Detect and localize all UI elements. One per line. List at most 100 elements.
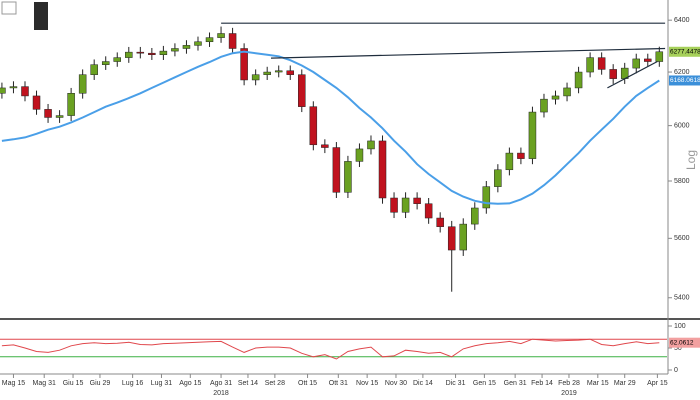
x-tick-label: Nov 15	[356, 380, 378, 387]
x-tick-label: Giu 15	[63, 380, 84, 387]
candle-body	[644, 58, 652, 62]
candle-body	[55, 115, 64, 118]
y-tick-label: 0	[674, 367, 678, 374]
candle-body	[632, 58, 640, 69]
y-tick-label: 5600	[674, 235, 690, 242]
candle-body	[9, 86, 18, 89]
candle-body	[609, 69, 617, 79]
candle-body	[78, 74, 87, 94]
scale-label: Log	[684, 150, 698, 170]
x-tick-label: Dic 14	[413, 380, 433, 387]
x-tick-label: Ago 15	[179, 380, 201, 387]
candle-body	[551, 95, 560, 100]
candle-body	[148, 52, 156, 55]
candle-body	[482, 186, 491, 209]
candle-body	[182, 45, 191, 49]
candle-body	[459, 223, 467, 251]
candle-body	[251, 74, 260, 81]
menu-icon[interactable]	[1, 1, 17, 15]
candle-body	[390, 197, 398, 213]
x-tick-label: Giu 29	[90, 380, 111, 387]
candle-body	[367, 140, 375, 150]
candle-body	[194, 41, 202, 46]
candle-body	[517, 152, 525, 159]
candle-body	[574, 71, 583, 89]
price-tag-bg	[669, 46, 700, 57]
x-tick-label: Ott 31	[329, 380, 348, 387]
price-tag: 62.0612	[670, 339, 694, 346]
candle-body	[159, 50, 168, 55]
candle-body	[21, 86, 29, 97]
candle-body	[136, 51, 145, 54]
x-tick-label: Mar 29	[614, 380, 636, 387]
candle-body	[286, 70, 295, 75]
x-tick-label: Ago 31	[210, 380, 232, 387]
candle-body	[494, 169, 502, 187]
candle-body	[505, 152, 514, 171]
candle-body	[32, 95, 41, 110]
x-tick-label: Set 14	[238, 380, 258, 387]
candle-body	[344, 161, 352, 193]
y-tick-label: 6200	[674, 69, 690, 76]
candle-body	[540, 98, 548, 113]
candle-body	[125, 51, 133, 58]
y-tick-label: 5400	[674, 295, 690, 302]
y-tick-label: 100	[674, 323, 686, 330]
x-tick-label: Mag 15	[2, 380, 25, 387]
price-tag: 6277.4478	[670, 48, 700, 55]
candle-body	[217, 33, 225, 38]
candle-body	[655, 51, 664, 62]
candle-body	[424, 203, 433, 219]
candle-body	[101, 61, 110, 65]
candle-body	[563, 87, 571, 97]
candle-body	[401, 197, 410, 213]
price-tag-bg	[669, 337, 700, 348]
x-tick-label: Dic 31	[446, 380, 466, 387]
candle-body	[436, 217, 444, 227]
x-tick-label: Nov 30	[385, 380, 407, 387]
candle-body	[586, 57, 594, 73]
trendline	[607, 60, 658, 89]
x-tick-label: Set 28	[265, 380, 285, 387]
candle-body	[528, 111, 537, 159]
indicator-line	[1, 338, 660, 360]
candle-body	[471, 207, 479, 225]
y-tick-label: 50	[674, 345, 682, 352]
x-tick-label: Apr 15	[647, 380, 668, 387]
candle-body	[171, 48, 179, 52]
x-tick-label: Lug 31	[151, 380, 173, 387]
year-label: 2019	[561, 390, 577, 397]
candle-body	[113, 57, 122, 62]
toolbar-icon[interactable]	[34, 2, 48, 30]
price-tag-bg	[669, 75, 700, 86]
x-tick-label: Mag 31	[33, 380, 56, 387]
trendline	[270, 47, 666, 59]
candle-body	[378, 140, 387, 199]
candle-body	[447, 226, 456, 251]
candle-body	[597, 57, 606, 70]
candle-body	[321, 144, 329, 148]
candle-body	[298, 74, 306, 107]
candle-body	[44, 109, 52, 118]
x-tick-label: Gen 15	[473, 380, 496, 387]
x-tick-label: Ott 15	[298, 380, 317, 387]
candle-body	[413, 197, 421, 204]
moving-average	[1, 50, 660, 205]
x-tick-label: Gen 31	[504, 380, 527, 387]
x-tick-label: Lug 16	[122, 380, 144, 387]
y-tick-label: 6000	[674, 122, 690, 129]
candle-body	[240, 48, 248, 81]
candle-body	[274, 70, 283, 73]
price-tag: 6168.0618	[670, 77, 700, 84]
candle-body	[309, 106, 318, 146]
x-tick-label: Mar 15	[587, 380, 609, 387]
candle-body	[263, 71, 271, 75]
candle-body	[205, 37, 214, 43]
y-tick-label: 6400	[674, 17, 690, 24]
candle-body	[332, 147, 341, 193]
y-tick-label: 5800	[674, 178, 690, 185]
candle-body	[228, 33, 237, 49]
candle-body	[0, 87, 6, 94]
